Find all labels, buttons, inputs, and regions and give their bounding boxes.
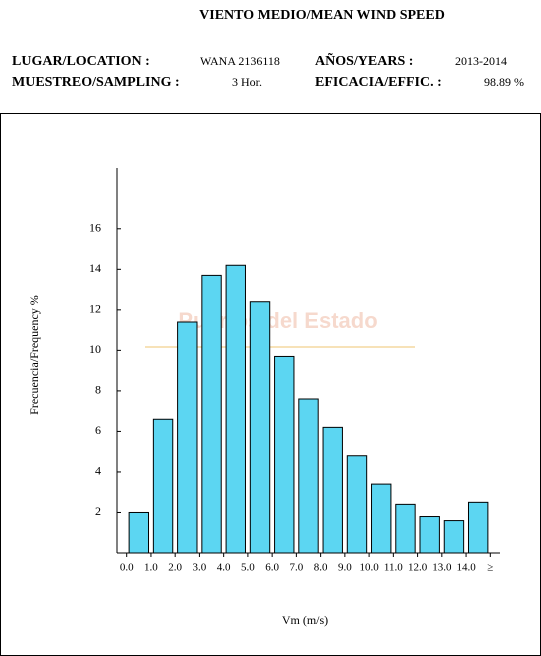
chart-title: VIENTO MEDIO/MEAN WIND SPEED <box>199 8 445 23</box>
x-tick-label: 11.0 <box>384 562 403 574</box>
x-tick-label: 13.0 <box>432 562 452 574</box>
bar <box>152 418 174 554</box>
bar <box>201 274 222 554</box>
y-tick-label: 4 <box>95 464 101 478</box>
x-tick-label: ≥ <box>487 562 493 574</box>
location: WANA 2136118 <box>200 54 280 68</box>
y-tick-label: 16 <box>89 221 101 235</box>
y-tick-label: 8 <box>95 383 101 397</box>
bar <box>249 301 271 554</box>
x-tick-label: 12.0 <box>408 562 428 574</box>
bar <box>419 516 440 554</box>
x-tick-label: 6.0 <box>265 562 279 574</box>
x-tick-label: 1.0 <box>144 562 158 574</box>
bar <box>177 321 198 554</box>
x-tick-label: 0.0 <box>120 562 134 574</box>
efficiency: 98.89 % <box>484 75 524 89</box>
bar <box>467 501 489 554</box>
y-tick-label: 2 <box>95 504 101 518</box>
bar <box>443 520 465 554</box>
y-tick-label: 14 <box>89 261 101 275</box>
efficiency-label: EFICACIA/EFFIC. : <box>315 75 442 90</box>
y-tick-label: 6 <box>95 423 101 437</box>
bar <box>274 355 295 554</box>
frame <box>0 113 541 656</box>
bar <box>371 483 392 554</box>
y-axis-label: Frecuencia/Frequency % <box>27 295 41 415</box>
bar <box>128 511 150 554</box>
x-tick-label: 5.0 <box>241 562 255 574</box>
sampling: 3 Hor. <box>232 75 262 89</box>
x-axis-label: Vm (m/s) <box>282 613 328 627</box>
x-tick-label: 2.0 <box>168 562 182 574</box>
bar <box>322 426 343 554</box>
x-tick-label: 8.0 <box>314 562 328 574</box>
years-label: AÑOS/YEARS : <box>315 51 413 69</box>
x-tick-label: 3.0 <box>193 562 207 574</box>
years: 2013-2014 <box>455 54 507 68</box>
y-tick-label: 10 <box>89 342 101 356</box>
location-label: LUGAR/LOCATION : <box>12 54 150 69</box>
x-tick-label: 7.0 <box>290 562 304 574</box>
bar <box>346 455 368 554</box>
x-tick-label: 14.0 <box>456 562 476 574</box>
x-tick-label: 9.0 <box>338 562 352 574</box>
x-tick-label: 4.0 <box>217 562 231 574</box>
bar <box>395 503 416 554</box>
x-tick-label: 10.0 <box>359 562 379 574</box>
sampling-label: MUESTREO/SAMPLING : <box>12 75 180 90</box>
bar <box>298 398 319 554</box>
bar <box>225 264 246 554</box>
y-tick-label: 12 <box>89 302 101 316</box>
